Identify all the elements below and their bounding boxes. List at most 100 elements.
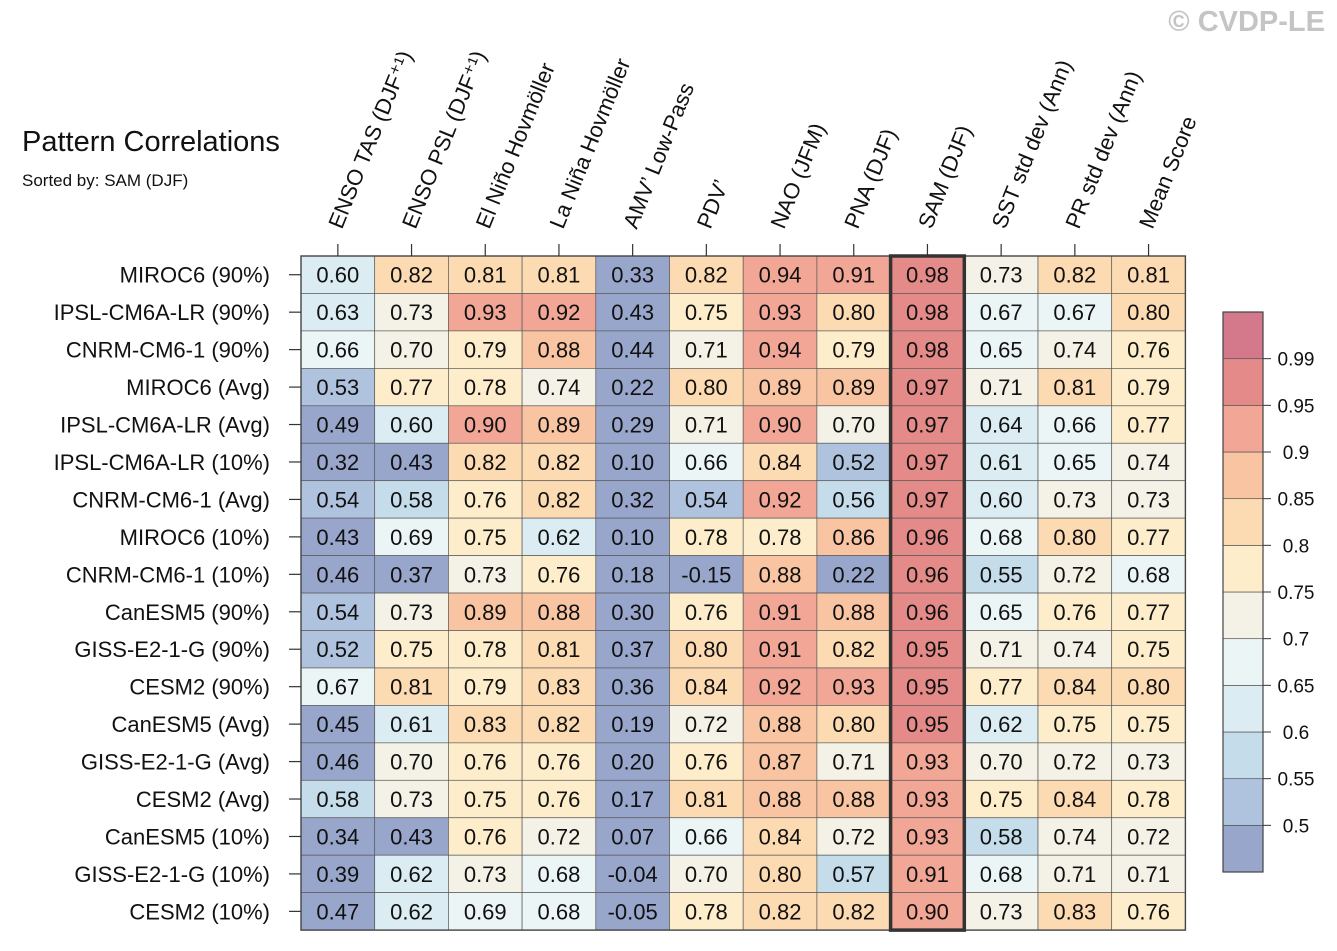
heatmap-cell: [963, 330, 1039, 369]
heatmap-cell: [448, 592, 523, 631]
colorbar-label: 0.99: [1278, 350, 1315, 371]
colorbar-label: 0.6: [1283, 723, 1309, 744]
cell-value: 0.95: [906, 637, 949, 662]
cell-value: 0.77: [1127, 413, 1170, 438]
cell-value: 0.84: [1053, 675, 1096, 700]
cell-value: 0.70: [685, 862, 728, 887]
cell-value: 0.71: [832, 750, 875, 775]
heatmap-cell: [1037, 742, 1113, 781]
cell-value: 0.83: [464, 712, 507, 737]
cell-value: 0.75: [1127, 712, 1170, 737]
heatmap-cell: [1111, 667, 1186, 706]
heatmap-cell: [300, 555, 376, 594]
colorbar-bin: [1222, 591, 1264, 640]
heatmap-cell: [1037, 368, 1113, 407]
cell-value: 0.62: [390, 862, 433, 887]
cell-value: 0.76: [538, 562, 581, 587]
colorbar-label: 0.9: [1283, 443, 1309, 464]
cell-value: 0.75: [464, 525, 507, 550]
chart-subtitle: Sorted by: SAM (DJF): [22, 171, 189, 190]
heatmap-cell: [669, 630, 744, 669]
row-label: CNRM-CM6-1 (90%): [66, 338, 270, 363]
cell-value: 0.97: [906, 375, 949, 400]
cell-value: 0.75: [1053, 712, 1096, 737]
cell-value: 0.76: [538, 750, 581, 775]
cell-value: 0.70: [980, 750, 1023, 775]
cell-value: 0.81: [685, 787, 728, 812]
heatmap-cell: [1037, 442, 1113, 482]
cell-value: 0.73: [464, 862, 507, 887]
heatmap-cell: [890, 854, 965, 894]
cell-value: 0.75: [390, 637, 433, 662]
cell-value: 0.39: [316, 862, 359, 887]
row-label: CanESM5 (10%): [105, 824, 270, 849]
cell-value: 0.60: [316, 263, 359, 288]
heatmap-cell: [669, 517, 744, 556]
cell-value: 0.97: [906, 413, 949, 438]
heatmap-cell: [816, 779, 891, 819]
column-label: SAM (DJF): [913, 122, 977, 232]
heatmap-cell: [890, 667, 965, 706]
heatmap-cell: [300, 779, 376, 819]
cell-value: 0.76: [538, 787, 581, 812]
heatmap-cell: [300, 705, 376, 744]
heatmap-cell: [448, 630, 523, 669]
column-label: ENSO PSL (DJF⁺¹): [397, 47, 491, 232]
heatmap-cell: [595, 405, 670, 444]
heatmap-cell: [816, 892, 891, 931]
heatmap-cell: [1111, 480, 1186, 519]
cell-value: 0.73: [390, 300, 433, 325]
heatmap-cell: [374, 667, 449, 706]
heatmap-cell: [890, 817, 965, 856]
cell-value: 0.52: [832, 450, 875, 475]
heatmap-cell: [1111, 555, 1186, 594]
colorbar-bin: [1222, 684, 1264, 733]
cell-value: 0.43: [316, 525, 359, 550]
cell-value: 0.82: [1053, 263, 1096, 288]
cell-value: 0.43: [390, 450, 433, 475]
heatmap-cell: [1037, 667, 1113, 706]
cell-value: 0.81: [1127, 263, 1170, 288]
cell-value: 0.66: [316, 338, 359, 363]
cell-value: 0.76: [464, 487, 507, 512]
heatmap-cell: [669, 442, 744, 482]
heatmap-cell: [742, 330, 818, 369]
heatmap-cell: [1111, 405, 1186, 444]
heatmap-cell: [816, 742, 891, 781]
cell-value: 0.43: [390, 824, 433, 849]
cell-value: 0.60: [980, 487, 1023, 512]
heatmap-cell: [1111, 630, 1186, 669]
cell-value: 0.32: [316, 450, 359, 475]
cell-value: 0.33: [611, 263, 654, 288]
cell-value: 0.95: [906, 675, 949, 700]
cell-value: 0.88: [538, 338, 581, 363]
colorbar-bin: [1222, 778, 1264, 826]
cell-value: 0.93: [906, 824, 949, 849]
cell-value: 0.91: [759, 600, 802, 625]
cell-value: 0.55: [980, 562, 1023, 587]
heatmap-cell: [521, 517, 597, 556]
cell-value: 0.98: [906, 338, 949, 363]
colorbar-label: 0.5: [1283, 816, 1309, 837]
cell-value: 0.68: [1127, 562, 1170, 587]
heatmap-cell: [669, 293, 744, 332]
heatmap-cell: [963, 892, 1039, 931]
heatmap-cell: [816, 630, 891, 669]
heatmap-cell: [816, 817, 891, 856]
cell-value: 0.79: [1127, 375, 1170, 400]
heatmap-cell: [669, 555, 744, 594]
heatmap-cell: [742, 779, 818, 819]
heatmap-cell: [374, 742, 449, 781]
cell-value: 0.61: [980, 450, 1023, 475]
heatmap-cell: [742, 742, 818, 781]
heatmap-cell: [669, 480, 744, 519]
heatmap-cell: [669, 667, 744, 706]
row-label: MIROC6 (Avg): [126, 375, 270, 400]
heatmap-cell: [521, 330, 597, 369]
column-label: La Niña Hovmöller: [544, 55, 635, 232]
heatmap-cell: [816, 517, 891, 556]
heatmap-cell: [374, 592, 449, 631]
heatmap-cell: [1037, 817, 1113, 856]
heatmap-cell: [963, 854, 1039, 894]
